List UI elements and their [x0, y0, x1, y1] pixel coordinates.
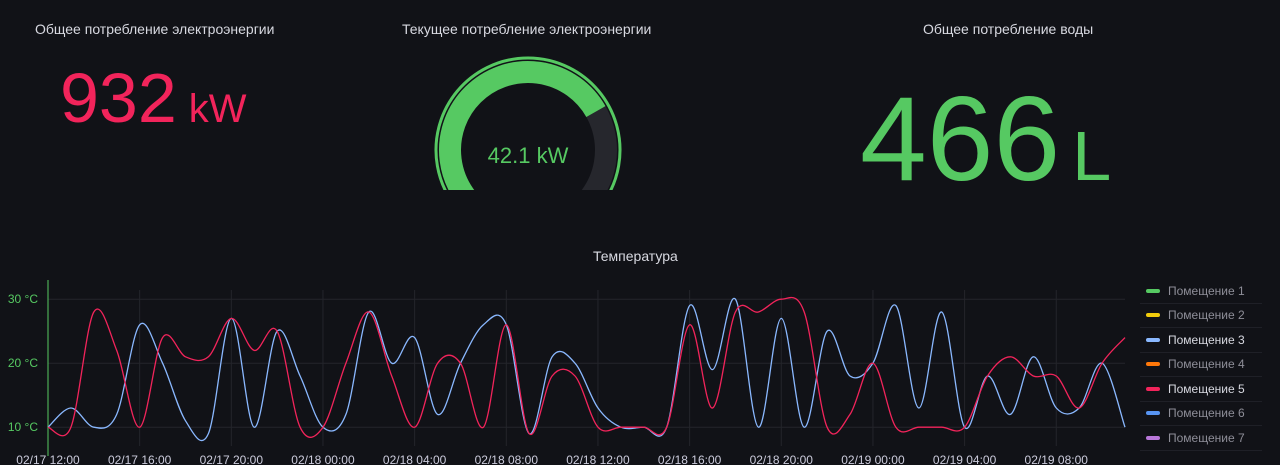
legend-item-5[interactable]: Помещение 5 — [1140, 377, 1262, 402]
legend-item-2[interactable]: Помещение 2 — [1140, 304, 1262, 328]
legend-item-3[interactable]: Помещение 3 — [1140, 328, 1262, 353]
gauge-value: 42.1 kW — [488, 143, 569, 168]
legend-swatch — [1146, 313, 1160, 318]
x-tick-label: 02/19 04:00 — [933, 453, 997, 465]
x-tick-label: 02/18 00:00 — [291, 453, 355, 465]
total-power-title: Общее потребление электроэнергии — [35, 21, 275, 37]
x-tick-label: 02/18 16:00 — [658, 453, 722, 465]
x-tick-label: 02/19 00:00 — [841, 453, 905, 465]
legend-swatch — [1146, 435, 1160, 440]
gauge-threshold-arc — [434, 56, 622, 190]
legend-item-6[interactable]: Помещение 6 — [1140, 402, 1262, 426]
total-water-title: Общее потребление воды — [923, 21, 1094, 37]
legend-label: Помещение 6 — [1168, 406, 1245, 421]
y-tick-label: 30 °C — [8, 292, 38, 306]
legend-swatch — [1146, 288, 1160, 293]
x-tick-label: 02/18 08:00 — [475, 453, 539, 465]
legend-label: Помещение 7 — [1168, 430, 1245, 445]
total-water-stat: 466 L — [860, 64, 1111, 214]
legend-label: Помещение 2 — [1168, 308, 1245, 323]
legend-item-4[interactable]: Помещение 4 — [1140, 353, 1262, 377]
total-power-value: 932 — [60, 59, 177, 137]
x-tick-label: 02/17 12:00 — [16, 453, 80, 465]
temperature-title: Температура — [593, 248, 678, 264]
chart-legend: Помещение 1 Помещение 2 Помещение 3 Помещен… — [1140, 279, 1262, 451]
x-tick-label: 02/18 20:00 — [750, 453, 814, 465]
x-tick-label: 02/17 20:00 — [200, 453, 264, 465]
legend-item-7[interactable]: Помещение 7 — [1140, 426, 1262, 451]
legend-label: Помещение 4 — [1168, 357, 1245, 372]
total-water-value: 466 — [860, 72, 1061, 206]
total-power-stat: 932 kW — [60, 58, 247, 138]
legend-swatch — [1146, 411, 1160, 416]
gauge-fill — [439, 61, 606, 190]
legend-item-1[interactable]: Помещение 1 — [1140, 279, 1262, 304]
series-line-5 — [47, 296, 1126, 438]
total-power-unit: kW — [188, 87, 247, 131]
legend-swatch — [1146, 337, 1160, 342]
legend-label: Помещение 5 — [1168, 381, 1245, 396]
legend-swatch — [1146, 362, 1160, 367]
x-tick-label: 02/17 16:00 — [108, 453, 172, 465]
temperature-chart: 10 °C 20 °C 30 °C 02/17 12:00 02/17 16:00 02… — [8, 280, 1126, 465]
legend-swatch — [1146, 386, 1160, 391]
x-tick-label: 02/18 12:00 — [566, 453, 630, 465]
total-water-unit: L — [1072, 117, 1112, 195]
series-line-3 — [47, 298, 1126, 442]
legend-label: Помещение 3 — [1168, 332, 1245, 347]
legend-label: Помещение 1 — [1168, 283, 1245, 298]
y-tick-label: 10 °C — [8, 420, 38, 434]
current-power-title: Текущее потребление электроэнергии — [402, 21, 652, 37]
current-power-gauge: 42.1 kW — [434, 56, 622, 190]
x-tick-label: 02/19 08:00 — [1025, 453, 1089, 465]
x-tick-label: 02/18 04:00 — [383, 453, 447, 465]
y-tick-label: 20 °C — [8, 356, 38, 370]
